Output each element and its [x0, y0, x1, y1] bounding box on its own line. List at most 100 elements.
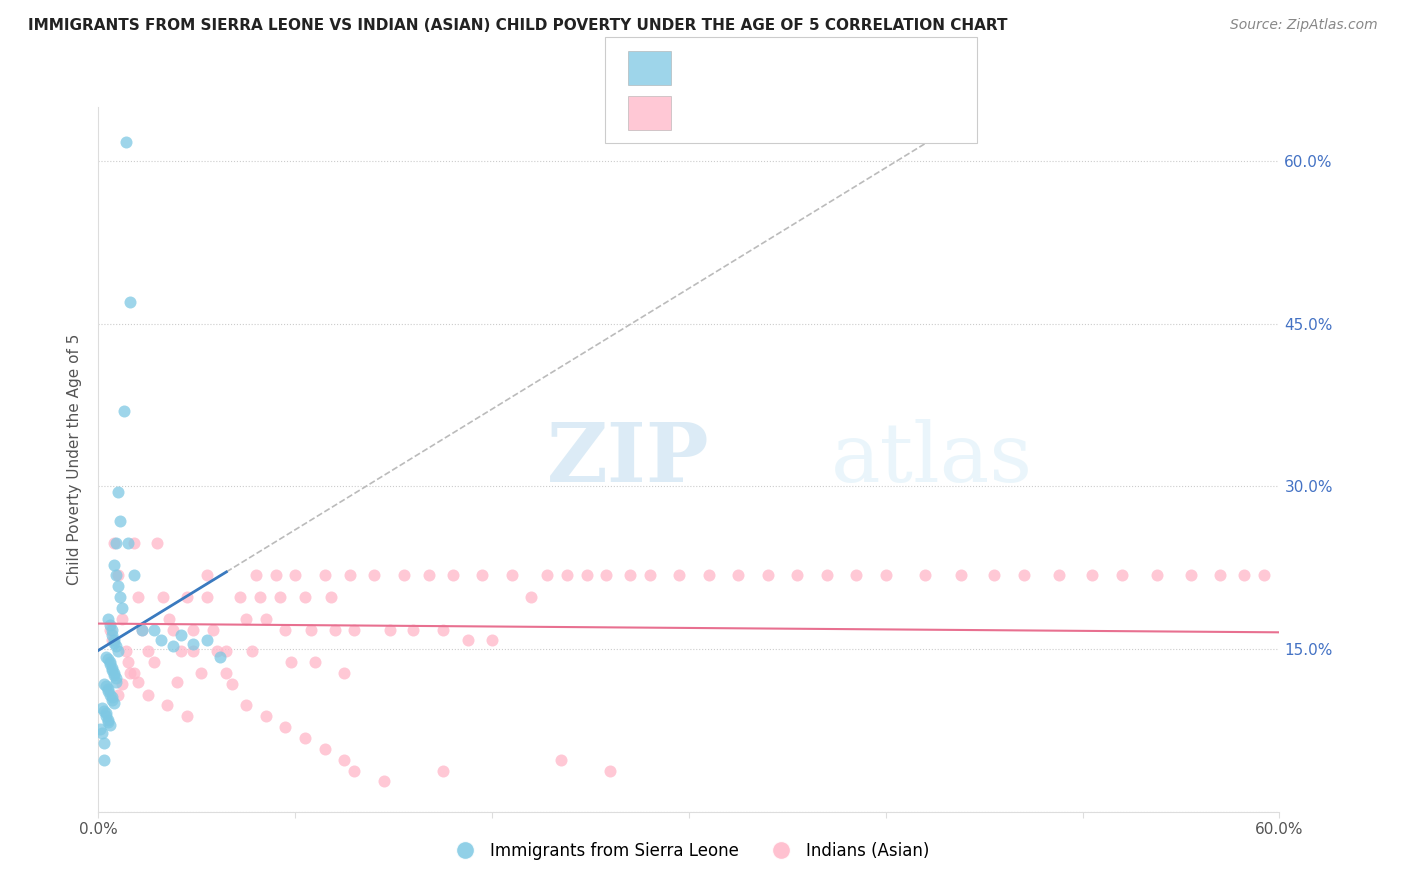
Point — [756, 568, 779, 582]
Point — [195, 633, 218, 648]
Point — [264, 568, 287, 582]
Point — [101, 663, 124, 677]
Point — [107, 568, 129, 582]
Text: -0.039: -0.039 — [727, 107, 785, 121]
Point — [1146, 568, 1168, 582]
Point — [555, 568, 578, 582]
Point — [136, 644, 159, 658]
Point — [98, 623, 121, 637]
Point — [117, 655, 139, 669]
Point — [103, 665, 125, 680]
Text: 58: 58 — [828, 62, 851, 77]
Point — [101, 623, 124, 637]
Point — [481, 633, 503, 648]
Point — [249, 590, 271, 604]
Point — [101, 660, 124, 674]
Text: 106: 106 — [828, 107, 862, 121]
Point — [280, 655, 302, 669]
Point — [333, 665, 356, 680]
Point — [101, 628, 124, 642]
Point — [98, 618, 121, 632]
Point — [101, 693, 124, 707]
Point — [209, 649, 232, 664]
Point — [103, 558, 125, 572]
Point — [146, 536, 169, 550]
Point — [107, 688, 129, 702]
Point — [786, 568, 808, 582]
Legend: Immigrants from Sierra Leone, Indians (Asian): Immigrants from Sierra Leone, Indians (A… — [441, 836, 936, 867]
Point — [373, 774, 395, 789]
Point — [105, 536, 128, 550]
Point — [112, 403, 135, 417]
Point — [254, 709, 277, 723]
Point — [418, 568, 440, 582]
Point — [118, 665, 141, 680]
Point — [245, 568, 267, 582]
Text: R =: R = — [685, 107, 714, 121]
Point — [105, 674, 128, 689]
Point — [105, 672, 128, 686]
Point — [98, 718, 121, 732]
Point — [595, 568, 617, 582]
Point — [1233, 568, 1256, 582]
Text: N=: N= — [800, 107, 825, 121]
Point — [96, 709, 118, 723]
Point — [152, 590, 174, 604]
Point — [575, 568, 598, 582]
Point — [1180, 568, 1202, 582]
Point — [97, 612, 120, 626]
Point — [103, 633, 125, 648]
Point — [284, 568, 307, 582]
Point — [176, 709, 198, 723]
Y-axis label: Child Poverty Under the Age of 5: Child Poverty Under the Age of 5 — [67, 334, 83, 585]
Point — [103, 668, 125, 682]
Point — [93, 677, 115, 691]
Point — [520, 590, 543, 604]
Point — [107, 579, 129, 593]
Point — [103, 696, 125, 710]
Point — [93, 736, 115, 750]
Point — [122, 536, 145, 550]
Point — [441, 568, 464, 582]
Point — [378, 623, 401, 637]
Point — [1253, 568, 1275, 582]
Point — [550, 753, 572, 767]
Point — [156, 698, 179, 713]
Point — [108, 514, 131, 528]
Text: atlas: atlas — [831, 419, 1033, 500]
Point — [727, 568, 749, 582]
Point — [235, 698, 257, 713]
Point — [229, 590, 252, 604]
Point — [949, 568, 972, 582]
Text: R =: R = — [685, 62, 714, 77]
Point — [392, 568, 415, 582]
Point — [815, 568, 838, 582]
Point — [314, 568, 336, 582]
Point — [471, 568, 494, 582]
Point — [96, 706, 118, 720]
Point — [170, 644, 193, 658]
Point — [343, 764, 366, 778]
Point — [127, 590, 149, 604]
Point — [97, 682, 120, 697]
Text: 0.153: 0.153 — [738, 62, 789, 77]
Point — [136, 688, 159, 702]
Point — [314, 742, 336, 756]
Point — [108, 590, 131, 604]
Point — [157, 612, 180, 626]
Point — [432, 764, 454, 778]
Point — [127, 674, 149, 689]
Text: N=: N= — [800, 62, 825, 77]
Text: Source: ZipAtlas.com: Source: ZipAtlas.com — [1230, 18, 1378, 32]
Point — [845, 568, 868, 582]
Point — [93, 753, 115, 767]
Point — [619, 568, 641, 582]
Point — [96, 679, 118, 693]
Point — [91, 700, 114, 714]
Point — [269, 590, 291, 604]
Point — [457, 633, 479, 648]
Point — [107, 644, 129, 658]
Point — [107, 484, 129, 499]
Point — [333, 753, 356, 767]
Point — [402, 623, 425, 637]
